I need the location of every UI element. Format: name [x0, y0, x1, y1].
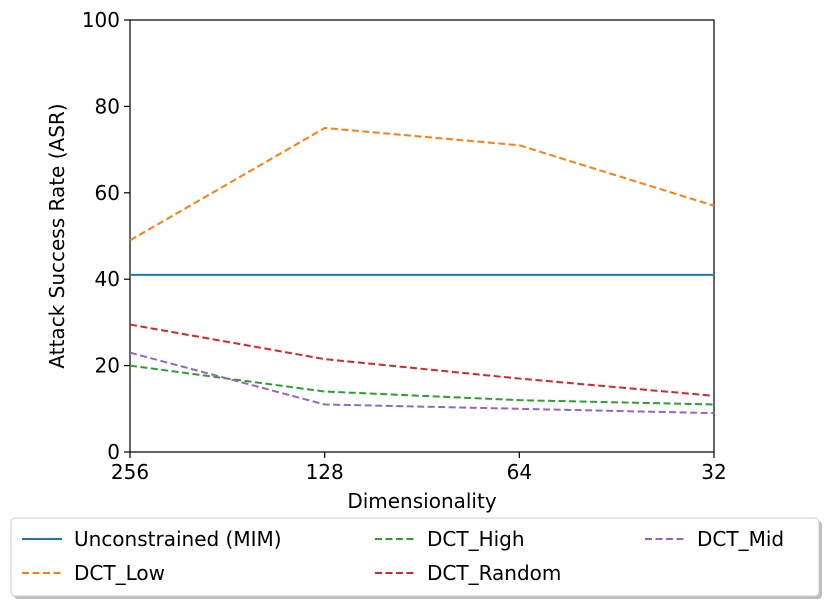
legend-label: DCT_High — [427, 527, 525, 551]
legend-label: DCT_Low — [74, 561, 165, 585]
y-axis-ticks: 0 20 40 60 80 100 — [82, 8, 130, 464]
series-line-dct-high — [129, 364, 715, 406]
legend-label: DCT_Random — [427, 561, 561, 585]
series-line-dct-low — [129, 126, 715, 242]
series-layer — [129, 126, 715, 415]
y-tick-label: 80 — [95, 94, 120, 118]
x-axis-ticks: 256 128 64 32 — [111, 452, 727, 484]
legend: Unconstrained (MIM) DCT_Low DCT_High DCT_Ra… — [10, 517, 822, 599]
x-axis-title: Dimensionality — [347, 489, 497, 513]
legend-box — [10, 517, 820, 597]
y-tick-label: 0 — [107, 440, 120, 464]
y-tick-label: 40 — [95, 267, 120, 291]
series-line-dct-random — [129, 323, 715, 397]
legend-label: Unconstrained (MIM) — [74, 527, 282, 551]
y-tick-label: 20 — [95, 354, 120, 378]
legend-entries: Unconstrained (MIM) DCT_Low DCT_High DCT_Ra… — [22, 527, 784, 585]
legend-label: DCT_Mid — [697, 527, 784, 551]
x-tick-label: 32 — [701, 460, 726, 484]
x-tick-label: 256 — [111, 460, 149, 484]
x-tick-label: 128 — [306, 460, 344, 484]
series-line-dct-mid — [129, 351, 715, 415]
y-tick-label: 100 — [82, 8, 120, 32]
y-axis-title: Attack Success Rate (ASR) — [45, 103, 69, 368]
x-tick-label: 64 — [507, 460, 532, 484]
plot-area: 0 20 40 60 80 100 256 128 64 32 — [82, 8, 727, 484]
plot-frame — [129, 19, 715, 453]
y-tick-label: 60 — [95, 181, 120, 205]
